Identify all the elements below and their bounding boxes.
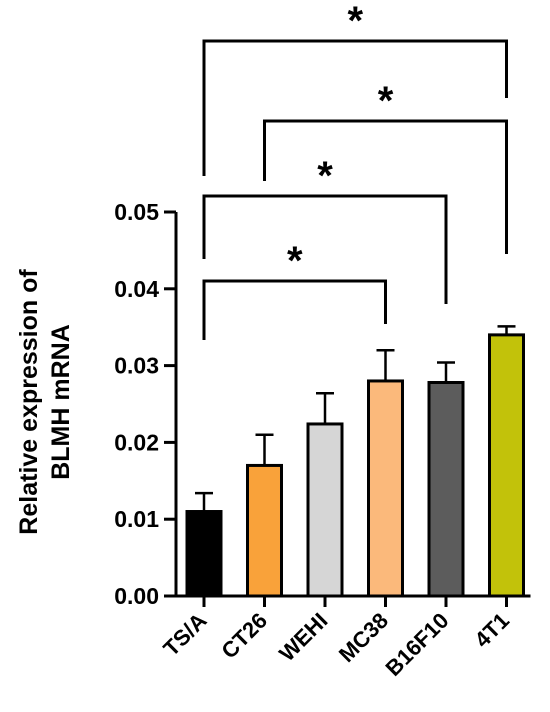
axes [164,210,531,607]
y-tick-label: 0.05 [114,199,159,225]
bar [185,510,223,598]
y-tick-label: 0.04 [114,276,159,302]
x-tick-label: B16F10 [381,608,454,681]
y-tick-label: 0.02 [114,429,159,455]
x-tick-label: 4T1 [470,608,514,652]
x-tick-label: TS/A [158,608,211,661]
y-tick-labels: 0.00 0.01 0.02 0.03 0.04 0.05 [114,199,159,609]
bar [488,333,525,598]
y-axis-label-line-2: BLMH mRNA [47,324,75,480]
bar [306,422,344,598]
x-tick-label: WEHI [274,608,332,666]
error-bars [195,325,516,512]
significance-bracket [263,119,508,254]
bar [367,379,404,598]
significance-star: * [378,79,394,123]
y-tick-label: 0.00 [114,583,159,609]
significance-bracket [202,194,448,304]
y-axis-label: Relative expression of BLMH mRNA [15,269,75,535]
significance-brackets: * * * * [202,0,508,340]
x-tick-label: MC38 [334,608,393,667]
y-tick-label: 0.01 [114,506,159,532]
bar [427,380,465,598]
significance-star: * [317,154,333,198]
y-axis-label-line-1: Relative expression of [15,269,43,535]
significance-star: * [287,239,303,283]
significance-bracket [202,39,508,176]
x-tick-label: CT26 [216,608,272,664]
bars [185,333,525,598]
bar [246,463,283,598]
significance-star: * [347,0,363,43]
significance-bracket [202,279,387,340]
y-tick-label: 0.03 [114,353,159,379]
